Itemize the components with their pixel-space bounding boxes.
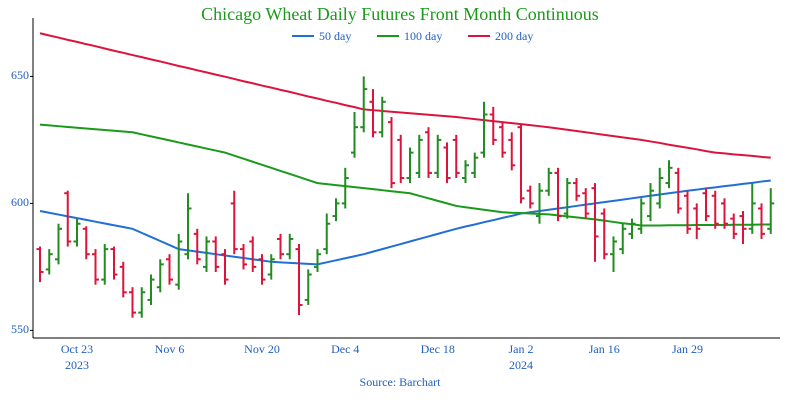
y-tick-label: 650 <box>11 68 29 82</box>
x-tick-label: Jan 29 <box>672 342 703 356</box>
y-tick-label: 600 <box>11 195 29 209</box>
x-tick-label: Jan 2 <box>509 342 534 356</box>
moving-average-line <box>39 179 771 266</box>
legend-label: 50 day <box>319 29 351 43</box>
x-tick-label: Nov 6 <box>155 342 185 356</box>
source: Source: Barchart <box>360 375 442 389</box>
x-year-label: 2024 <box>509 358 533 372</box>
moving-average-line <box>39 32 771 159</box>
x-year-label: 2023 <box>65 358 89 372</box>
y-tick-label: 550 <box>11 322 29 336</box>
legend-label: 200 day <box>495 29 533 43</box>
x-tick-label: Dec 18 <box>421 342 455 356</box>
x-tick-label: Dec 4 <box>331 342 359 356</box>
chart-title: Chicago Wheat Daily Futures Front Month … <box>201 4 599 24</box>
moving-average-line <box>39 123 771 227</box>
x-tick-label: Oct 23 <box>61 342 93 356</box>
legend-label: 100 day <box>404 29 442 43</box>
x-tick-label: Nov 20 <box>244 342 280 356</box>
x-tick-label: Jan 16 <box>589 342 620 356</box>
